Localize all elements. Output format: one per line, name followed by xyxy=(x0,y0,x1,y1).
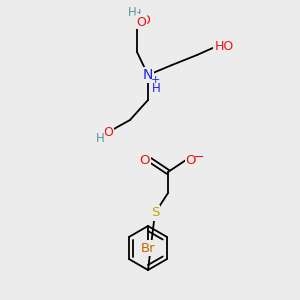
Text: Br: Br xyxy=(141,242,155,254)
Text: H: H xyxy=(133,9,141,19)
Text: H: H xyxy=(152,82,160,94)
Text: O: O xyxy=(103,125,113,139)
Text: O: O xyxy=(140,14,150,28)
Text: N: N xyxy=(143,68,153,82)
Text: H: H xyxy=(128,5,136,19)
Text: O: O xyxy=(136,16,146,28)
Text: HO: HO xyxy=(214,40,234,53)
Text: +: + xyxy=(150,75,160,85)
Text: O: O xyxy=(140,154,150,166)
Text: −: − xyxy=(194,151,204,164)
Text: H: H xyxy=(96,131,104,145)
Text: S: S xyxy=(151,206,159,220)
Text: O: O xyxy=(186,154,196,166)
